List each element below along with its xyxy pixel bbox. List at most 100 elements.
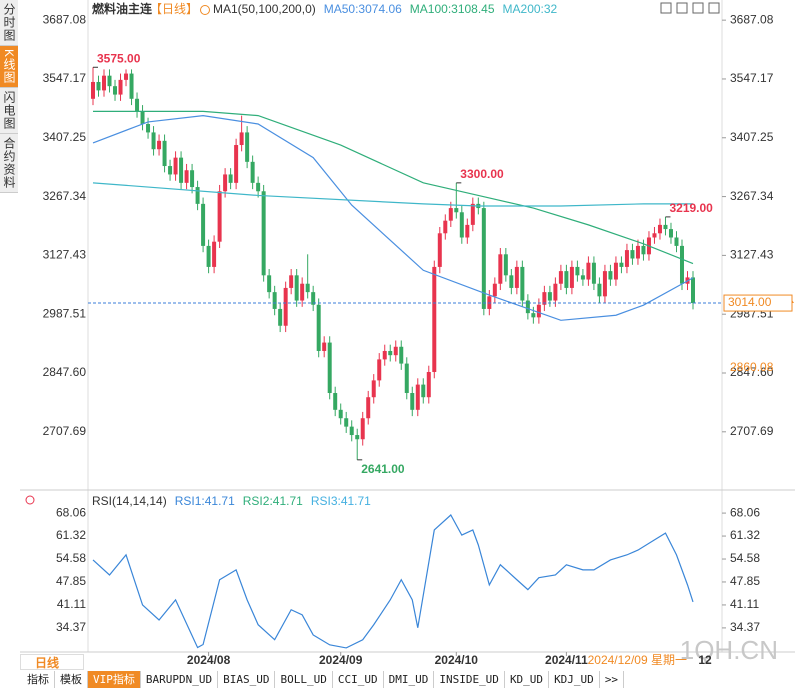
candle-body — [591, 262, 596, 284]
y-tick-label: 61.32 — [730, 528, 760, 542]
candle-body — [129, 73, 134, 99]
candle-body — [426, 371, 431, 398]
y-tick-label: 34.37 — [56, 620, 86, 634]
y-tick-label: 2847.60 — [43, 365, 87, 379]
icon[interactable] — [692, 2, 704, 14]
toolbar-item[interactable]: 指标 — [22, 671, 55, 688]
candle-body — [393, 346, 398, 356]
y-tick-label: 34.37 — [730, 620, 760, 634]
candle-body — [366, 397, 371, 419]
toolbar-item[interactable]: DMI_UD — [384, 671, 435, 688]
extreme-label: 3300.00 — [460, 167, 504, 181]
last-price-label: 3014.00 — [728, 295, 772, 309]
candle-body — [190, 170, 195, 188]
y-tick-label: 3687.08 — [43, 12, 87, 26]
icon[interactable] — [708, 2, 720, 14]
toolbar-item[interactable]: CCI_UD — [333, 671, 384, 688]
candle-body — [294, 275, 299, 301]
candle-body — [250, 161, 255, 183]
candle-body — [333, 393, 338, 410]
y-tick-label: 3407.25 — [730, 130, 774, 144]
legend-item: MA100:3108.45 — [410, 2, 495, 16]
candle-body — [245, 132, 250, 162]
period-button[interactable]: 日线 — [20, 654, 84, 670]
y-tick-label: 3687.08 — [730, 12, 774, 26]
candle-body — [542, 292, 547, 305]
candle-body — [107, 75, 112, 87]
y-tick-label: 68.06 — [730, 505, 760, 519]
legend-item: RSI3:41.71 — [311, 494, 371, 508]
y-tick-label: 68.06 — [56, 505, 86, 519]
candle-body — [498, 254, 503, 284]
settings-icon[interactable] — [25, 495, 35, 505]
extreme-label: 3219.00 — [669, 201, 713, 215]
candle-body — [157, 140, 162, 150]
side-tab[interactable]: 合约资料 — [0, 134, 18, 194]
toolbar-item[interactable]: >> — [600, 671, 625, 688]
ma-line — [93, 110, 694, 265]
add-icon[interactable] — [200, 5, 210, 15]
candle-body — [124, 73, 129, 80]
candle-body — [586, 262, 591, 280]
toolbar-item[interactable]: VIP指标 — [88, 671, 141, 688]
toolbar: 指标 模板 VIP指标 BARUPDN_UD BIAS_UD BOLL_UD CCI_UD D… — [22, 671, 625, 688]
side-tab[interactable]: K线图 — [0, 46, 18, 89]
icon[interactable] — [660, 2, 672, 14]
candle-body — [256, 182, 261, 192]
toolbar-item[interactable]: BARUPDN_UD — [141, 671, 219, 688]
toolbar-item[interactable]: 模板 — [55, 671, 88, 688]
candle-body — [96, 81, 101, 91]
candle-body — [305, 283, 310, 293]
extreme-label: 2641.00 — [361, 462, 405, 476]
candle-body — [454, 208, 459, 213]
candle-body — [151, 132, 156, 150]
candle-body — [619, 262, 624, 267]
candle-body — [113, 86, 118, 95]
candle-body — [443, 220, 448, 234]
candle-body — [399, 346, 404, 364]
rsi-line — [92, 514, 694, 649]
candle-body — [382, 350, 387, 360]
toolbar-item[interactable]: BOLL_UD — [275, 671, 333, 688]
candle-body — [283, 287, 288, 326]
candle-body — [316, 304, 321, 351]
ma-line — [92, 114, 694, 321]
watermark: 1QH.CN — [680, 635, 778, 665]
candle-body — [674, 237, 679, 246]
x-tick-label: 2024/09 — [319, 653, 363, 667]
candle-body — [289, 275, 294, 288]
candle-body — [547, 292, 552, 301]
candle-body — [448, 208, 453, 221]
y-tick-label: 3127.43 — [730, 248, 774, 262]
candle-body — [624, 250, 629, 267]
candle-body — [691, 277, 695, 304]
candle-body — [338, 409, 343, 419]
candle-body — [608, 271, 613, 280]
toolbar-item[interactable]: BIAS_UD — [218, 671, 276, 688]
sidebar: 分时图 K线图 闪电图 合约资料 — [0, 0, 18, 194]
candle-body — [311, 292, 316, 305]
toolbar-item[interactable]: INSIDE_UD — [434, 671, 505, 688]
candle-body — [360, 418, 365, 440]
toolbar-icons[interactable] — [660, 2, 720, 14]
candle-body — [597, 283, 602, 297]
crosshair-date: 2024/12/09 星期一 — [588, 653, 687, 667]
candle-body — [278, 308, 283, 326]
candle-body — [228, 174, 233, 183]
y-tick-label: 2707.69 — [730, 424, 774, 438]
toolbar-item[interactable]: KD_UD — [505, 671, 550, 688]
candle-body — [575, 266, 580, 276]
candle-body — [668, 229, 673, 238]
candle-body — [223, 174, 228, 192]
candle-body — [630, 250, 635, 259]
candle-body — [234, 145, 239, 183]
icon[interactable] — [676, 2, 688, 14]
y-tick-label: 2707.69 — [43, 424, 87, 438]
candle-body — [558, 271, 563, 284]
candle-body — [432, 266, 437, 372]
side-tab[interactable]: 闪电图 — [0, 88, 18, 135]
toolbar-item[interactable]: KDJ_UD — [549, 671, 600, 688]
candle-body — [272, 292, 277, 309]
side-tab[interactable]: 分时图 — [0, 0, 18, 46]
y-tick-label: 2987.51 — [43, 306, 87, 320]
